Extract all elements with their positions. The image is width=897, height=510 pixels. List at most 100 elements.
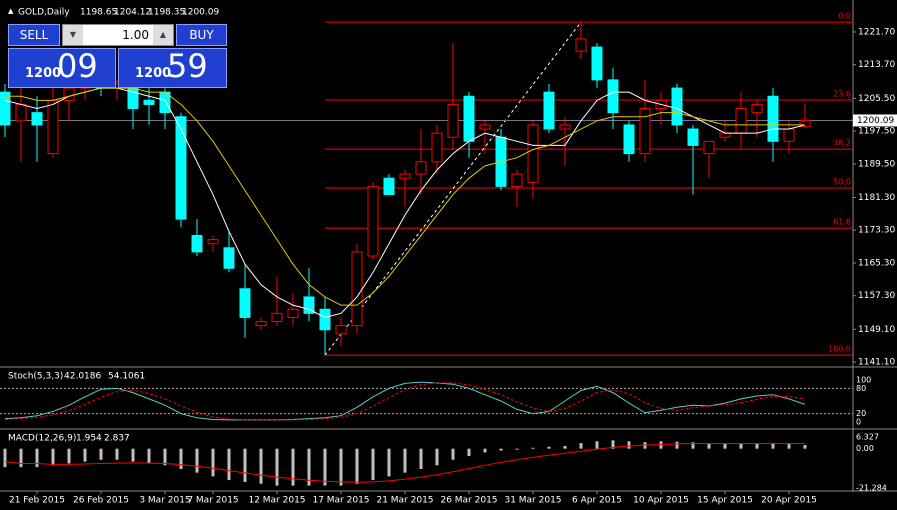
macd-bar [627, 441, 631, 449]
candle-body [735, 108, 747, 134]
macd-bar [211, 448, 215, 477]
macd-bar [531, 447, 535, 449]
candle-body [783, 128, 795, 142]
x-tick-label: 20 Apr 2015 [761, 496, 817, 506]
macd-bar [67, 448, 71, 464]
stoch-line [4, 382, 806, 421]
macd-bar [83, 448, 87, 462]
y-tick-label: 1189.50 [858, 159, 895, 169]
macd-bar [595, 441, 599, 449]
macd-bar [547, 446, 551, 449]
fib-label: 23.6 [833, 89, 851, 98]
macd-bar [51, 448, 55, 466]
candle-body [719, 132, 731, 138]
macd-bar [3, 448, 7, 468]
candle-body [767, 95, 779, 142]
x-tick-label: 21 Feb 2015 [9, 496, 65, 506]
candle-body [47, 99, 59, 155]
lot-up[interactable]: ▲ [153, 25, 173, 45]
bid-price[interactable]: 1200 09 [8, 47, 116, 88]
candle-body [319, 308, 331, 331]
candle-body [63, 87, 75, 101]
candle-body [239, 288, 251, 318]
candle-body [607, 79, 619, 114]
macd-bar [691, 442, 695, 449]
bid-big: 1200 [25, 66, 62, 81]
candle-body [511, 173, 523, 187]
candle-body [559, 124, 571, 130]
moving-average [4, 87, 806, 318]
macd-bar [739, 443, 743, 449]
macd-bar [243, 448, 247, 482]
stoch-title: Stoch(5,3,3) [8, 372, 63, 382]
macd-bar [771, 443, 775, 449]
candle-body [575, 38, 587, 52]
moving-average [5, 87, 805, 306]
candle-body [399, 173, 411, 179]
lot-input[interactable]: ▼ 1.00 ▲ [62, 24, 174, 46]
macd-bar [19, 448, 23, 468]
candle-body [639, 108, 651, 155]
candle-body [207, 239, 219, 245]
macd-bar [179, 448, 183, 470]
y-tick-label: 1181.30 [858, 193, 895, 203]
macd-bar [451, 448, 455, 460]
macd-bar [419, 448, 423, 470]
candle-body [303, 296, 315, 314]
macd-signal [4, 442, 806, 483]
macd-bar [659, 441, 663, 449]
macd-bar [387, 448, 391, 477]
candle-body [0, 91, 11, 126]
x-tick-label: 21 Mar 2015 [376, 496, 433, 506]
candle-body [527, 124, 539, 183]
macd-bar [435, 448, 439, 466]
macd-bar [467, 448, 471, 457]
stoch-signal-value: 54.1061 [108, 372, 145, 382]
lot-down[interactable]: ▼ [63, 25, 83, 45]
x-tick-label: 10 Apr 2015 [633, 496, 689, 506]
ohlc-close: 1200.09 [182, 8, 219, 18]
candle-body [191, 235, 203, 253]
x-tick-label: 31 Mar 2015 [504, 496, 561, 506]
ohlc-open: 1198.65 [80, 8, 117, 18]
macd-bar [35, 448, 39, 468]
macd-bar [147, 448, 151, 464]
candle-body [31, 112, 43, 126]
macd-bar [163, 448, 167, 466]
ohlc-high: 1204.12 [114, 8, 151, 18]
macd-signal-value: 2.837 [104, 434, 130, 444]
y-tick-label: 1205.50 [858, 94, 895, 104]
candle-body [671, 87, 683, 126]
y-tick-label: 1197.50 [858, 127, 895, 137]
candle-body [703, 140, 715, 155]
candle-body [479, 124, 491, 130]
y-tick-label: 1157.30 [858, 291, 895, 301]
candle-body [447, 103, 459, 138]
chart-title: GOLD,Daily [18, 8, 70, 18]
price-box [853, 114, 897, 127]
stoch-main-value: 42.0186 [64, 372, 101, 382]
macd-bar [355, 448, 359, 484]
fib-label: 0.0 [838, 12, 851, 21]
x-tick-label: 12 Mar 2015 [248, 496, 305, 506]
arrow-icon: ▲ [8, 7, 14, 15]
macd-bar [99, 448, 103, 460]
fib-label: 38.2 [833, 139, 851, 148]
buy-button[interactable]: BUY [176, 24, 227, 46]
ask-price[interactable]: 1200 59 [118, 47, 227, 88]
macd-bar [275, 448, 279, 486]
candle-body [751, 103, 763, 114]
macd-bar [291, 448, 295, 486]
candle-body [223, 247, 235, 269]
candle-body [367, 185, 379, 257]
stoch-tick-label: 100 [856, 376, 871, 385]
x-tick-label: 6 Apr 2015 [572, 496, 622, 506]
lot-value: 1.00 [122, 28, 149, 42]
x-tick-label: 26 Feb 2015 [73, 496, 129, 506]
macd-bar [371, 448, 375, 481]
macd-bar [115, 448, 119, 460]
candle-body [463, 95, 475, 142]
macd-bar [195, 448, 199, 473]
sell-button[interactable]: SELL [8, 24, 60, 46]
candle-body [799, 119, 811, 127]
